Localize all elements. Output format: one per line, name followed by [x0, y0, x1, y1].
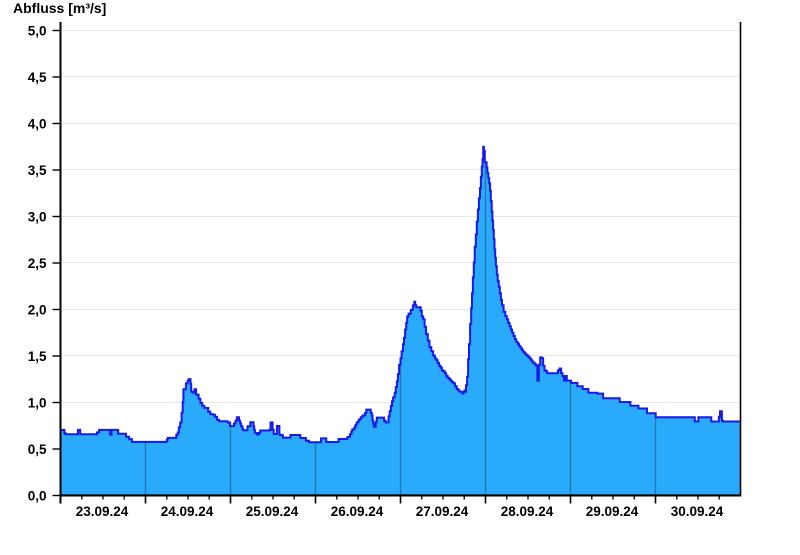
- svg-text:24.09.24: 24.09.24: [161, 504, 214, 519]
- svg-text:29.09.24: 29.09.24: [586, 504, 639, 519]
- svg-text:1,5: 1,5: [28, 349, 47, 364]
- svg-text:4,5: 4,5: [28, 70, 47, 85]
- svg-text:26.09.24: 26.09.24: [331, 504, 384, 519]
- svg-text:30.09.24: 30.09.24: [671, 504, 724, 519]
- svg-text:1,0: 1,0: [28, 396, 47, 411]
- svg-text:28.09.24: 28.09.24: [501, 504, 554, 519]
- svg-text:2,5: 2,5: [28, 256, 47, 271]
- svg-text:27.09.24: 27.09.24: [416, 504, 469, 519]
- svg-text:23.09.24: 23.09.24: [76, 504, 129, 519]
- svg-text:4,0: 4,0: [28, 117, 47, 132]
- svg-text:Abfluss [m³/s]: Abfluss [m³/s]: [13, 0, 106, 16]
- svg-text:25.09.24: 25.09.24: [246, 504, 299, 519]
- svg-text:5,0: 5,0: [28, 24, 47, 39]
- svg-text:3,0: 3,0: [28, 210, 47, 225]
- svg-text:2,0: 2,0: [28, 303, 47, 318]
- svg-text:0,0: 0,0: [28, 489, 47, 504]
- svg-text:3,5: 3,5: [28, 163, 47, 178]
- svg-text:0,5: 0,5: [28, 442, 47, 457]
